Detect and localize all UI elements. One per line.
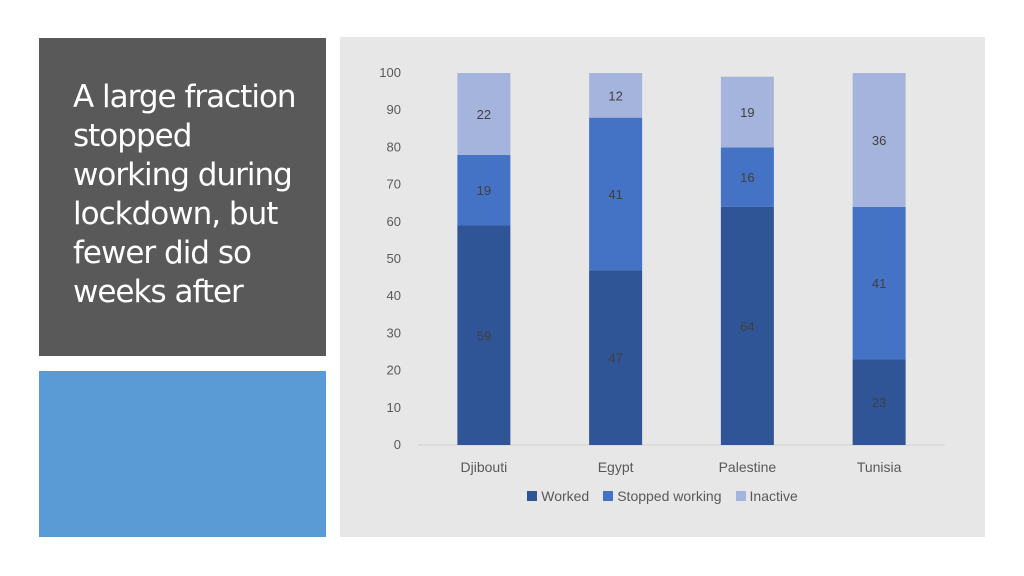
category-label: Palestine xyxy=(719,459,777,475)
bar-segment xyxy=(852,73,906,207)
y-tick-label: 60 xyxy=(387,214,401,229)
data-label: 36 xyxy=(872,133,886,148)
category-label: Egypt xyxy=(598,459,634,475)
data-label: 12 xyxy=(608,88,622,103)
data-label: 23 xyxy=(872,395,886,410)
legend-label: Stopped working xyxy=(617,488,722,504)
y-tick-label: 50 xyxy=(387,251,401,266)
y-tick-label: 20 xyxy=(387,363,401,378)
data-label: 16 xyxy=(740,170,754,185)
bar-segment xyxy=(589,270,643,445)
y-tick-label: 0 xyxy=(394,437,401,452)
bar-segment xyxy=(457,73,511,155)
stacked-bar-chart: 0 10 20 30 40 50 60 70 80 90 100 59 19 22 Djibouti 47 41… xyxy=(379,65,945,475)
bar-segment xyxy=(852,206,906,360)
legend-label: Worked xyxy=(541,488,590,504)
data-label: 22 xyxy=(477,107,491,122)
category-label: Djibouti xyxy=(461,459,508,475)
legend-item: Stopped working xyxy=(603,488,722,504)
category-label: Tunisia xyxy=(857,459,902,475)
chart-panel: 0 10 20 30 40 50 60 70 80 90 100 59 19 22 Djibouti 47 41… xyxy=(340,37,985,537)
legend-item: Inactive xyxy=(735,488,798,504)
accent-block xyxy=(39,371,326,537)
data-label: 41 xyxy=(872,276,886,291)
y-tick-label: 40 xyxy=(387,288,401,303)
legend-item: Worked xyxy=(527,488,589,504)
y-tick-label: 90 xyxy=(387,102,401,117)
bar-segment xyxy=(720,206,774,445)
data-label: 41 xyxy=(608,187,622,202)
legend-label: Inactive xyxy=(749,488,798,504)
bar-segment xyxy=(720,76,774,148)
y-tick-label: 30 xyxy=(387,325,401,340)
slide-title: A large fraction stopped working during … xyxy=(73,79,297,310)
data-label: 47 xyxy=(608,351,622,366)
bar-segment xyxy=(720,147,774,207)
data-label: 64 xyxy=(740,319,754,334)
legend-swatch xyxy=(735,491,746,501)
title-panel: A large fraction stopped working during … xyxy=(39,38,326,356)
bar-segment xyxy=(589,117,643,271)
y-tick-label: 80 xyxy=(387,139,401,154)
data-label: 59 xyxy=(477,328,491,343)
bar-segment xyxy=(589,73,643,118)
data-label: 19 xyxy=(740,105,754,120)
legend-swatch xyxy=(603,491,614,501)
bar-segment xyxy=(852,359,906,445)
y-tick-label: 70 xyxy=(387,177,401,192)
bar-segment xyxy=(457,154,511,226)
y-tick-label: 10 xyxy=(387,400,401,415)
chart-legend: Worked Stopped working Inactive xyxy=(340,488,985,504)
legend-swatch xyxy=(527,491,538,501)
bar-segment xyxy=(457,225,511,445)
data-label: 19 xyxy=(477,183,491,198)
y-tick-label: 100 xyxy=(379,65,401,80)
